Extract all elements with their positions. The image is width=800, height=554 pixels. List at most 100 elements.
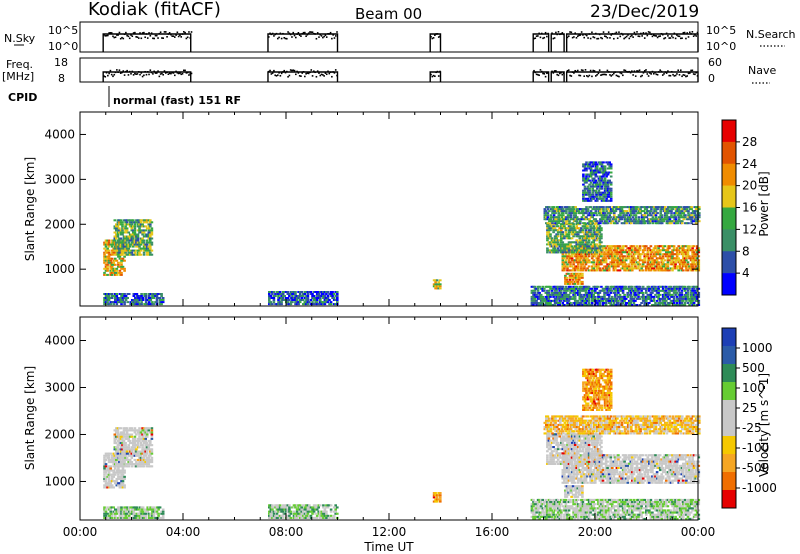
power-cell	[649, 295, 653, 298]
power-cell	[103, 241, 106, 244]
power-cell	[629, 299, 633, 302]
velocity-cell	[117, 473, 120, 476]
power-cell	[636, 222, 639, 225]
power-cell	[585, 167, 588, 170]
power-cell	[139, 243, 143, 246]
power-cell	[670, 214, 673, 217]
colorbar-tick-label: 12	[742, 222, 757, 236]
status-dot	[271, 32, 274, 35]
power-cell	[692, 245, 696, 248]
power-cell	[681, 210, 684, 213]
power-cell	[135, 219, 138, 222]
power-cell	[556, 241, 560, 244]
power-cell	[660, 261, 663, 264]
power-cell	[621, 299, 625, 302]
power-cell	[590, 295, 594, 298]
power-cell	[620, 261, 623, 264]
power-cell	[328, 299, 331, 301]
power-cell	[656, 208, 659, 211]
velocity-cell	[121, 454, 124, 457]
power-cell	[681, 220, 684, 223]
power-cell	[665, 287, 668, 290]
power-cell	[634, 291, 637, 294]
velocity-cell	[122, 446, 126, 449]
power-cell	[137, 299, 140, 301]
velocity-cell	[116, 446, 120, 449]
power-cell	[558, 220, 562, 223]
power-cell	[549, 216, 553, 219]
power-cell	[597, 247, 600, 250]
status-dot	[593, 36, 596, 39]
power-cell	[611, 261, 614, 264]
power-cell	[565, 276, 569, 279]
power-cell	[546, 295, 549, 298]
power-cell	[532, 293, 535, 296]
power-cell	[545, 210, 548, 213]
freq-unit-label: [MHz]	[2, 70, 34, 83]
velocity-cell	[121, 463, 124, 466]
velocity-cell	[116, 465, 120, 468]
velocity-cell	[118, 458, 122, 461]
power-cell	[634, 253, 637, 256]
power-cell	[620, 287, 623, 290]
power-cell	[592, 169, 596, 172]
power-cell	[565, 222, 568, 225]
power-cell	[575, 216, 579, 219]
status-dot	[296, 70, 298, 73]
power-cell	[692, 293, 696, 296]
power-cell	[328, 303, 331, 306]
status-dot	[683, 31, 686, 34]
status-dot	[658, 71, 660, 73]
power-cell	[592, 297, 595, 300]
power-cell	[691, 249, 694, 252]
velocity-cell	[132, 437, 135, 440]
power-cell	[150, 249, 154, 252]
power-cell	[139, 225, 143, 228]
power-cell	[136, 229, 140, 232]
status-dot	[535, 35, 538, 37]
status-dot	[152, 73, 154, 75]
power-cell	[115, 273, 119, 276]
power-cell	[547, 229, 551, 232]
power-cell	[118, 257, 122, 260]
power-cell	[592, 261, 595, 264]
power-cell	[103, 261, 106, 264]
power-cell	[638, 249, 642, 252]
power-cell	[115, 297, 119, 299]
power-cell	[692, 253, 696, 256]
velocity-cell	[115, 448, 118, 451]
power-cell	[648, 295, 651, 298]
velocity-cell	[107, 475, 111, 478]
power-cell	[134, 301, 137, 304]
power-cell	[555, 225, 558, 228]
power-cell	[601, 302, 605, 304]
power-cell	[630, 212, 633, 215]
power-cell	[286, 301, 290, 304]
power-cell	[681, 222, 684, 225]
power-cell	[578, 297, 582, 300]
power-cell	[606, 216, 610, 219]
power-cell	[681, 212, 684, 215]
power-cell	[606, 161, 610, 164]
power-cell	[127, 253, 130, 256]
power-cell	[138, 223, 141, 226]
power-cell	[648, 210, 652, 213]
power-cell	[573, 280, 576, 283]
power-cell	[682, 261, 685, 264]
status-dot	[628, 70, 631, 73]
power-cell	[590, 247, 594, 250]
velocity-cell	[132, 454, 135, 457]
status-dot	[334, 69, 337, 71]
power-cell	[680, 291, 684, 294]
power-cell	[628, 206, 632, 209]
status-dot	[432, 37, 435, 39]
power-cell	[592, 247, 595, 250]
velocity-cell	[124, 446, 127, 449]
power-cell	[604, 265, 608, 268]
power-cell	[594, 195, 598, 198]
power-cell	[661, 287, 665, 290]
power-cell	[669, 289, 673, 292]
power-cell	[435, 287, 439, 290]
power-cell	[617, 263, 620, 266]
power-cell	[271, 297, 274, 299]
